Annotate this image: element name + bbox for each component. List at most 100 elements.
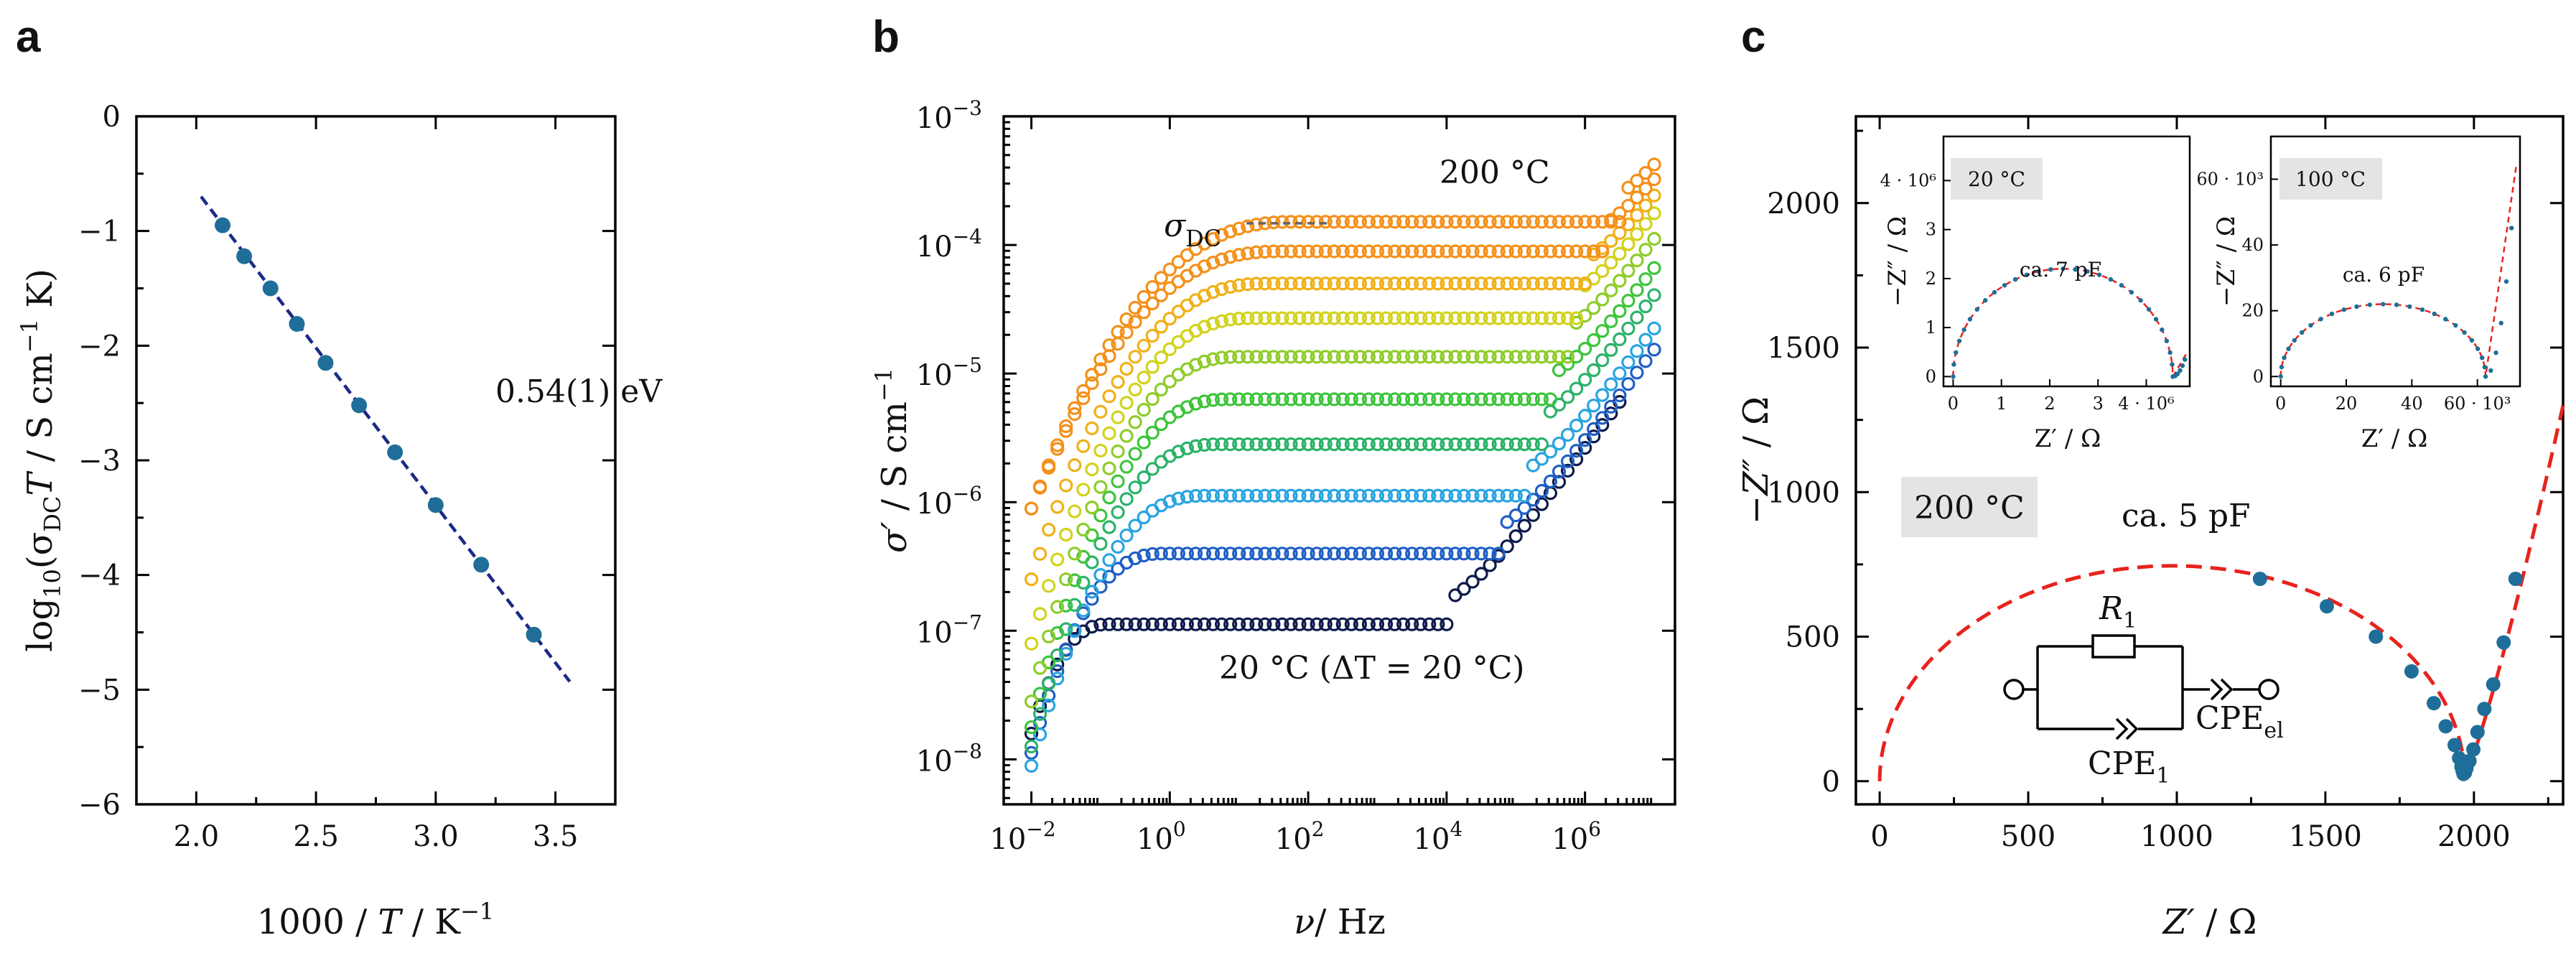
data-point [1241, 617, 1255, 631]
inset-data-point [2299, 330, 2305, 335]
data-point [1595, 388, 1610, 402]
data-point [1613, 206, 1627, 220]
data-point [1474, 311, 1488, 325]
panel-c-fit-arc [1877, 564, 2467, 781]
panel-c-ylabel: −Z″ / Ω [1736, 396, 1776, 524]
data-point [1085, 585, 1099, 599]
data-point [1465, 350, 1480, 364]
data-point [1102, 426, 1116, 440]
data-point [1085, 376, 1099, 391]
panel-b-xlabel-post: / Hz [1315, 902, 1386, 942]
data-point [1405, 350, 1419, 364]
inset-data-point [2002, 283, 2007, 288]
panel-b-xlabel-var: ν [1294, 902, 1315, 942]
data-point [1197, 320, 1212, 334]
data-point [1638, 333, 1653, 347]
data-point [1050, 648, 1065, 663]
circuit-r1-label: R1 [2099, 590, 2137, 633]
data-point [1551, 465, 1567, 479]
data-point [1526, 244, 1540, 259]
y-tick-label: 10−8 [916, 739, 982, 778]
data-point [1205, 437, 1221, 452]
data-point [1344, 215, 1358, 229]
data-point [1275, 437, 1289, 452]
data-point [1102, 520, 1116, 534]
data-point [1388, 437, 1402, 452]
data-point [1396, 276, 1411, 291]
data-point [1137, 470, 1151, 485]
data-point [1439, 617, 1454, 631]
data-point [1205, 255, 1221, 270]
panel-c-label: c [1741, 12, 1765, 62]
data-point [1068, 573, 1082, 587]
data-point [1431, 350, 1445, 364]
data-point [1414, 547, 1428, 561]
data-point [1128, 415, 1142, 429]
data-point [1465, 244, 1480, 259]
data-point [1344, 488, 1358, 503]
data-point [1128, 382, 1142, 397]
data-point [1232, 488, 1246, 503]
data-point [1024, 726, 1039, 741]
data-point [1266, 215, 1281, 230]
data-point [1318, 244, 1333, 259]
data-point [1042, 677, 1056, 691]
data-point [1508, 350, 1523, 364]
inset-data-point [1961, 327, 1966, 333]
inset-data-point [2354, 304, 2359, 310]
data-point [1604, 283, 1618, 297]
data-point [1388, 215, 1402, 229]
inset-100c-ticks: 00 20 20 40 40 60 · 10³ 60 · 10³ [2196, 169, 2511, 414]
inset-data-point [2180, 363, 2185, 368]
data-point [1638, 217, 1653, 231]
data-point [1508, 508, 1523, 523]
data-point [1128, 480, 1142, 495]
data-point [1301, 215, 1315, 229]
data-point [1068, 401, 1082, 415]
data-point [1457, 582, 1471, 596]
data-point [1024, 636, 1039, 651]
data-point [1370, 617, 1385, 631]
inset-data-point [2482, 364, 2488, 370]
data-point [1551, 311, 1567, 325]
data-point [1093, 567, 1108, 582]
data-point [1145, 547, 1159, 562]
data-point [1145, 328, 1159, 343]
data-point [1137, 371, 1151, 385]
panel-b-points [1024, 157, 1661, 773]
data-point [1378, 311, 1394, 325]
data-point [1500, 437, 1514, 452]
data-point [1050, 438, 1065, 452]
y-tick-label: 500 [1786, 621, 1840, 654]
data-point [1465, 437, 1480, 452]
data-point [1361, 276, 1376, 291]
data-point [1560, 311, 1575, 325]
data-point [1353, 276, 1368, 291]
inset-data-point [2153, 317, 2159, 322]
data-point [1534, 276, 1549, 291]
data-point [1448, 350, 1462, 364]
data-point [1483, 488, 1497, 503]
circuit-cpe-el-sub: el [2264, 718, 2283, 743]
data-point [1483, 392, 1497, 406]
inset-100c-temp: 100 °C [2295, 167, 2366, 191]
panel-a-activation-energy: 0.54(1) eV [495, 373, 663, 410]
data-point [1630, 344, 1644, 358]
data-point [1630, 283, 1644, 297]
inset-y-tick-label: 3 [1926, 220, 1936, 240]
data-point [1059, 572, 1073, 587]
data-point [215, 217, 231, 233]
data-point [1318, 437, 1333, 452]
circuit-cpe1-sub: 1 [2156, 763, 2170, 789]
panel-a-ylabel-end: K) [20, 269, 60, 319]
data-point [1500, 515, 1514, 529]
panel-a-ylabel-sub: DC [39, 496, 66, 531]
inset-x-tick-label: 2 [2044, 394, 2055, 414]
data-point [1301, 244, 1315, 259]
data-point [1396, 488, 1411, 503]
panel-a: a 2.0 2.5 3.0 3.5 0 −1 −2 −3 −4 −5 −6 0.54(1) eV 1… [16, 12, 663, 942]
inset-x-tick-label: 40 [2401, 394, 2423, 414]
data-point [1630, 208, 1644, 223]
data-point [1137, 289, 1151, 305]
data-point [1215, 437, 1229, 452]
